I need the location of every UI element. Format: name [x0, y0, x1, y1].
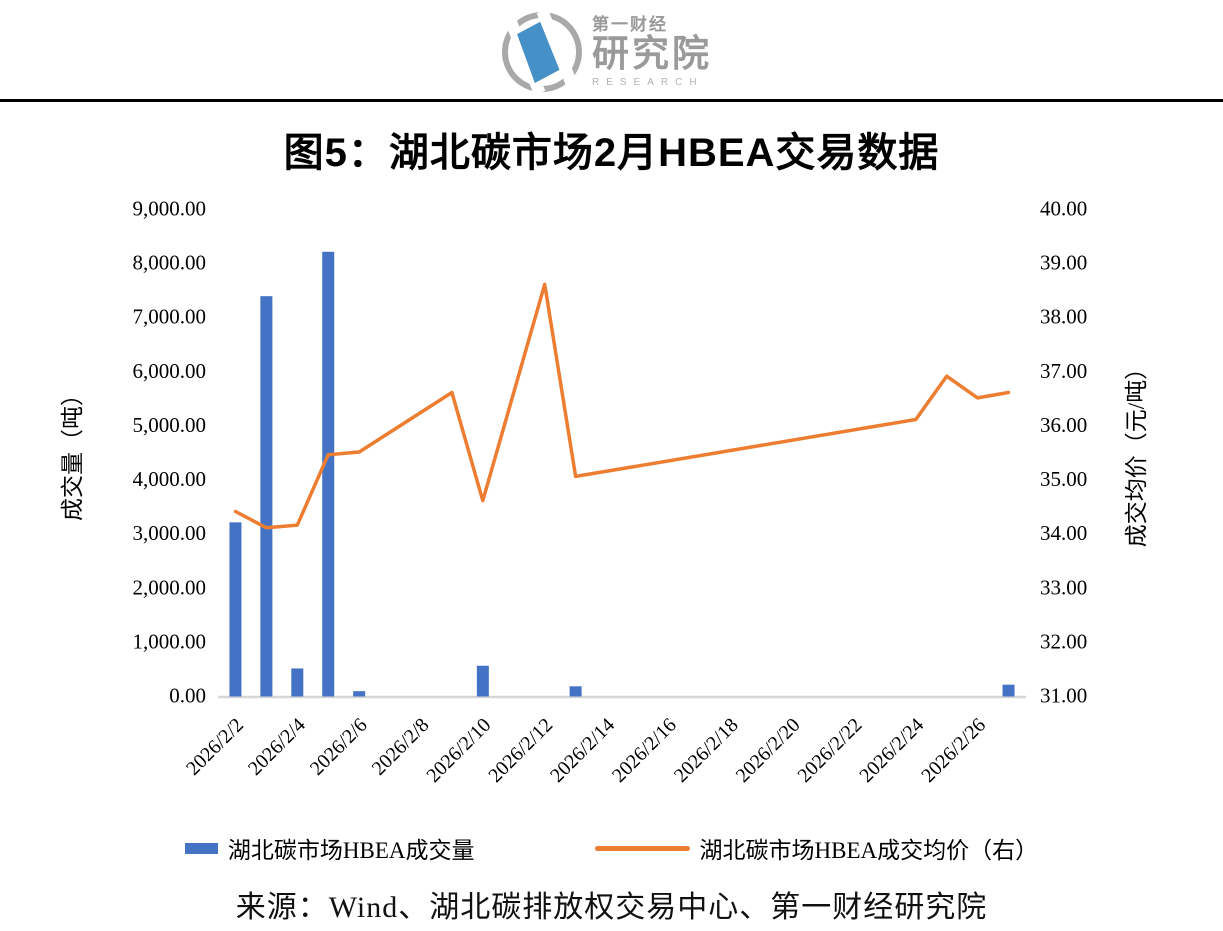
x-axis-tick: 2026/2/24: [855, 714, 928, 787]
left-axis-tick: 2,000.00: [133, 575, 207, 599]
right-axis-tick: 36.00: [1040, 413, 1087, 437]
legend-label-volume: 湖北碳市场HBEA成交量: [227, 838, 475, 863]
left-axis-tick: 9,000.00: [133, 197, 207, 221]
right-axis-tick: 33.00: [1040, 575, 1087, 599]
left-axis-tick: 1,000.00: [133, 629, 207, 653]
right-axis-tick: 40.00: [1040, 197, 1087, 221]
logo-brand-english: RESEARCH: [592, 76, 704, 88]
volume-bar: [229, 522, 242, 697]
volume-bar: [1002, 684, 1015, 697]
logo-mark-icon: [500, 8, 584, 96]
chart-title: 图5：湖北碳市场2月HBEA交易数据: [283, 131, 940, 175]
x-axis-tick: 2026/2/20: [732, 714, 805, 787]
left-axis-tick: 3,000.00: [133, 521, 207, 545]
right-axis-tick: 37.00: [1040, 359, 1087, 383]
x-axis-tick: 2026/2/16: [608, 714, 681, 787]
x-axis-tick: 2026/2/6: [306, 714, 372, 780]
x-axis-tick: 2026/2/26: [917, 714, 990, 787]
left-axis-tick: 8,000.00: [133, 251, 207, 275]
price-line-swatch-icon: [594, 845, 690, 851]
logo-brand-large: 研究院: [592, 33, 712, 75]
legend-label-price: 湖北碳市场HBEA成交均价（右）: [699, 838, 1039, 863]
source-note: 来源：Wind、湖北碳排放权交易中心、第一财经研究院: [235, 891, 988, 924]
left-axis-tick: 5,000.00: [133, 413, 207, 437]
volume-bar-swatch-icon: [184, 842, 218, 854]
volume-bar: [322, 251, 335, 697]
volume-bar: [476, 665, 489, 697]
page-header: 第一财经 研究院 RESEARCH: [0, 0, 1223, 99]
x-axis-tick: 2026/2/10: [422, 714, 495, 787]
right-axis-tick: 39.00: [1040, 251, 1087, 275]
right-axis-tick: 34.00: [1040, 521, 1087, 545]
legend-item-price: 湖北碳市场HBEA成交均价（右）: [594, 831, 1039, 865]
volume-bar: [569, 686, 582, 697]
x-axis-tick: 2026/2/2: [182, 714, 248, 780]
x-axis-tick: 2026/2/22: [794, 714, 867, 787]
left-axis-tick: 6,000.00: [133, 359, 207, 383]
left-axis-title: 成交量（吨）: [60, 383, 85, 521]
logo-brand-small: 第一财经: [592, 15, 668, 35]
x-axis-tick: 2026/2/4: [244, 714, 310, 780]
price-line: [233, 282, 1011, 530]
right-axis-tick: 31.00: [1040, 684, 1087, 708]
header-divider: [0, 99, 1223, 102]
logo-text: 第一财经 研究院 RESEARCH: [592, 16, 712, 88]
x-axis-tick: 2026/2/18: [670, 714, 743, 787]
volume-bar: [353, 691, 366, 697]
right-axis-title: 成交均价（元/吨）: [1124, 357, 1149, 547]
volume-bar: [291, 668, 304, 697]
right-axis-tick: 35.00: [1040, 467, 1087, 491]
volume-bar: [260, 296, 273, 697]
left-axis-tick: 0.00: [169, 684, 206, 708]
left-axis-tick: 7,000.00: [133, 305, 207, 329]
right-axis-tick: 32.00: [1040, 629, 1087, 653]
x-axis-tick: 2026/2/14: [546, 714, 619, 787]
yicai-research-logo: 第一财经 研究院 RESEARCH: [500, 8, 712, 96]
x-axis-tick: 2026/2/12: [484, 714, 557, 787]
right-axis-tick: 38.00: [1040, 305, 1087, 329]
left-axis-tick: 4,000.00: [133, 467, 207, 491]
legend-item-volume: 湖北碳市场HBEA成交量: [184, 831, 475, 865]
chart-legend: 湖北碳市场HBEA成交量 湖北碳市场HBEA成交均价（右）: [0, 831, 1223, 865]
